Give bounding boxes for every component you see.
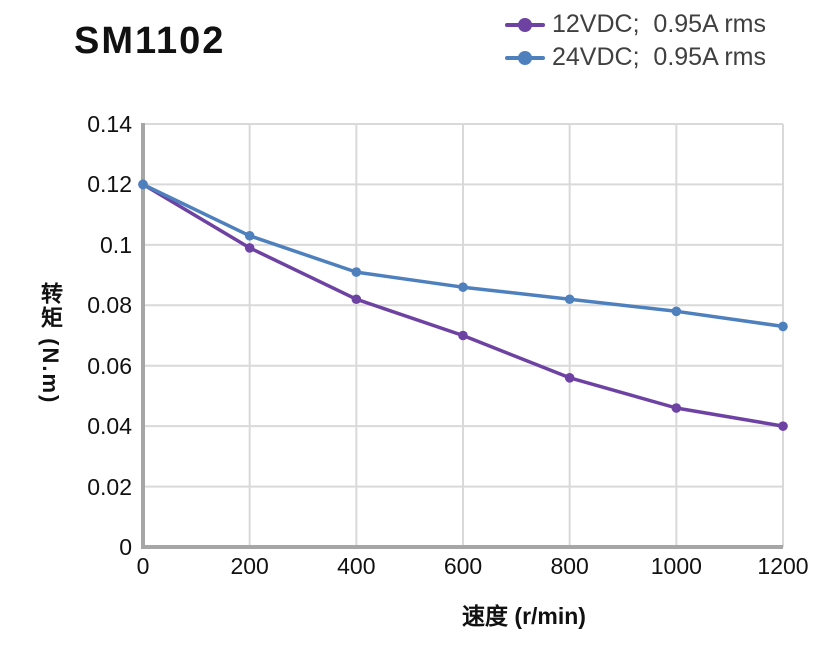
legend-dot bbox=[518, 50, 532, 65]
line-dot-marker-icon bbox=[505, 17, 545, 32]
data-point-marker bbox=[458, 282, 468, 292]
legend: 12VDC; 0.95A rms 24VDC; 0.95A rms bbox=[505, 8, 766, 74]
line-dot-marker-icon bbox=[505, 50, 545, 65]
legend-item-24vdc: 24VDC; 0.95A rms bbox=[505, 41, 766, 74]
data-point-marker bbox=[351, 267, 362, 277]
data-point-marker bbox=[458, 330, 468, 341]
legend-label-24vdc: 24VDC; 0.95A rms bbox=[552, 43, 766, 71]
data-point-marker bbox=[778, 421, 788, 431]
data-point-marker bbox=[244, 230, 255, 241]
data-point-marker bbox=[351, 294, 362, 305]
data-point-marker bbox=[778, 321, 788, 332]
x-axis-title: 速度 (r/min) bbox=[462, 603, 586, 629]
data-point-marker bbox=[138, 179, 148, 190]
data-point-marker bbox=[671, 306, 682, 317]
y-axis-title: 转矩 (N.m) bbox=[38, 282, 63, 405]
data-point-marker bbox=[564, 294, 575, 305]
legend-label-12vdc: 12VDC; 0.95A rms bbox=[552, 10, 766, 38]
legend-dot bbox=[518, 17, 532, 32]
data-point-marker bbox=[244, 243, 255, 253]
chart-title: SM1102 bbox=[74, 20, 226, 62]
data-point-marker bbox=[564, 373, 575, 383]
data-point-marker bbox=[671, 403, 682, 413]
legend-item-12vdc: 12VDC; 0.95A rms bbox=[505, 8, 766, 41]
